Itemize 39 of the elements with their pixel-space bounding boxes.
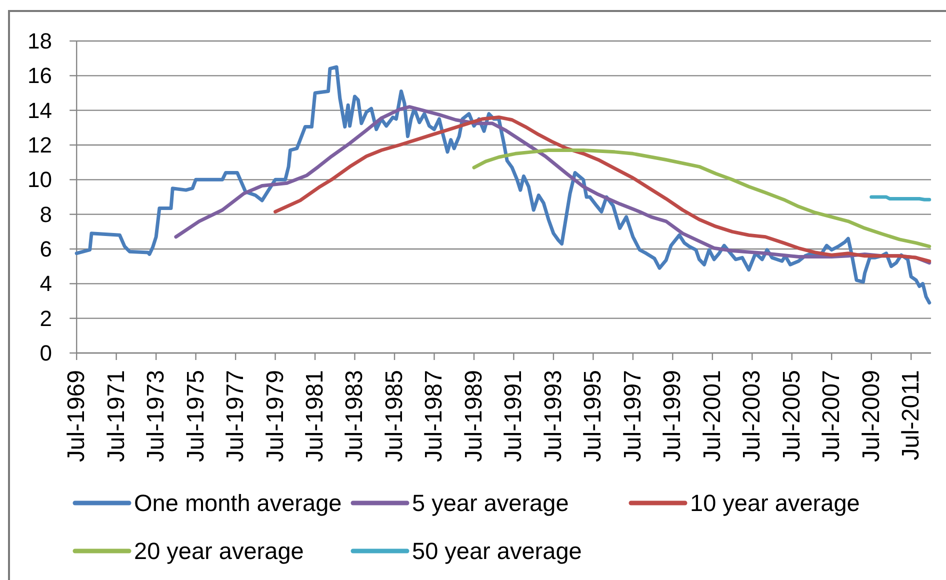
legend-label: 20 year average <box>134 538 304 564</box>
y-tick-label: 8 <box>40 202 52 227</box>
x-tick-label: Jul-2001 <box>698 370 726 462</box>
y-tick-label: 4 <box>40 271 52 296</box>
x-tick-label: Jul-1999 <box>659 370 686 462</box>
y-tick-label: 14 <box>28 98 52 123</box>
x-tick-label: Jul-1997 <box>619 370 646 462</box>
x-tick-label: Jul-1975 <box>182 370 210 462</box>
legend-label: 5 year average <box>412 490 569 516</box>
legend-label: One month average <box>134 490 342 516</box>
line-series <box>274 116 932 263</box>
x-tick-label: Jul-1993 <box>540 370 567 462</box>
x-tick-label: Jul-1995 <box>580 370 607 462</box>
y-tick-label: 10 <box>28 167 52 192</box>
x-tick-label: Jul-2011 <box>898 370 925 460</box>
x-tick-label: Jul-1969 <box>63 370 90 462</box>
x-tick-label: Jul-1989 <box>460 370 488 462</box>
x-tick-label: Jul-1977 <box>222 370 250 462</box>
x-tick-label: Jul-1973 <box>142 370 170 462</box>
line-series <box>472 148 932 248</box>
legend-label: 50 year average <box>412 538 582 564</box>
y-tick-label: 2 <box>40 306 52 331</box>
legend-label: 10 year average <box>690 490 860 516</box>
y-tick-label: 0 <box>40 340 52 366</box>
x-tick-label: Jul-1981 <box>302 370 329 462</box>
x-tick-label: Jul-2003 <box>738 370 766 462</box>
y-tick-label: 18 <box>28 28 52 54</box>
x-tick-label: Jul-1979 <box>262 370 289 462</box>
x-tick-label: Jul-1985 <box>381 370 408 462</box>
x-tick-label: Jul-2009 <box>858 370 885 462</box>
x-tick-label: Jul-1987 <box>420 370 448 462</box>
x-tick-label: Jul-1991 <box>500 370 528 462</box>
x-tick-label: Jul-1983 <box>341 370 368 462</box>
x-tick-label: Jul-2005 <box>778 370 806 462</box>
y-tick-label: 12 <box>28 132 52 158</box>
y-tick-label: 16 <box>28 63 52 88</box>
x-tick-label: Jul-1971 <box>102 370 130 462</box>
y-tick-label: 6 <box>40 236 52 262</box>
x-tick-label: Jul-2007 <box>818 370 846 462</box>
